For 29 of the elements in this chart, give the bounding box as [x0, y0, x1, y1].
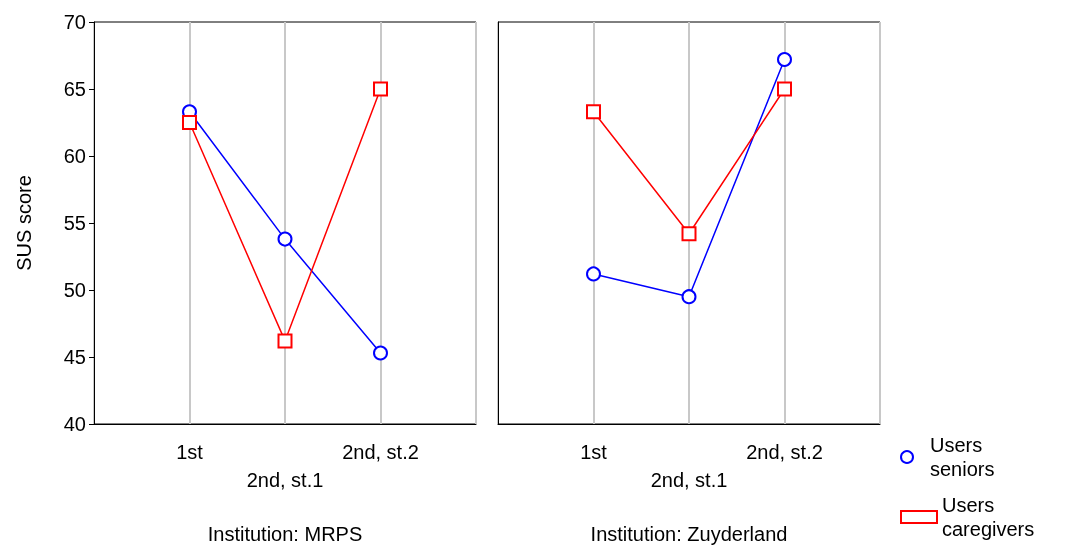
x-tick-label: 2nd, st.1 [650, 469, 728, 491]
y-tick-label: 65 [63, 78, 86, 100]
point [586, 104, 601, 120]
y-tick-label: 50 [63, 279, 86, 301]
point [681, 289, 697, 305]
y-axis-title: SUS score [13, 175, 35, 271]
y-tick-label: 60 [63, 145, 86, 167]
x-tick-label: 1st [176, 441, 204, 463]
legend-label: Users seniors [930, 434, 995, 480]
y-tick-label: 55 [63, 212, 86, 234]
point [373, 345, 388, 361]
point [277, 231, 293, 247]
point [777, 81, 792, 97]
legend-label: Users caregivers [942, 494, 1035, 540]
y-tick-label: 40 [63, 413, 86, 435]
point [373, 81, 388, 97]
x-axis-title: Institution: MRPS [207, 523, 363, 545]
point [777, 52, 792, 68]
point [277, 333, 293, 349]
y-tick-label: 70 [63, 11, 86, 33]
x-tick-label: 2nd, st.2 [342, 441, 419, 463]
x-axis-title: Institution: Zuyderland [590, 523, 788, 545]
x-tick-label: 1st [580, 441, 608, 463]
point [182, 115, 197, 130]
x-tick-label: 2nd, st.1 [246, 469, 324, 491]
x-tick-label: 2nd, st.2 [746, 441, 823, 463]
point [586, 266, 601, 282]
y-tick-label: 45 [63, 346, 86, 368]
point [681, 226, 697, 242]
